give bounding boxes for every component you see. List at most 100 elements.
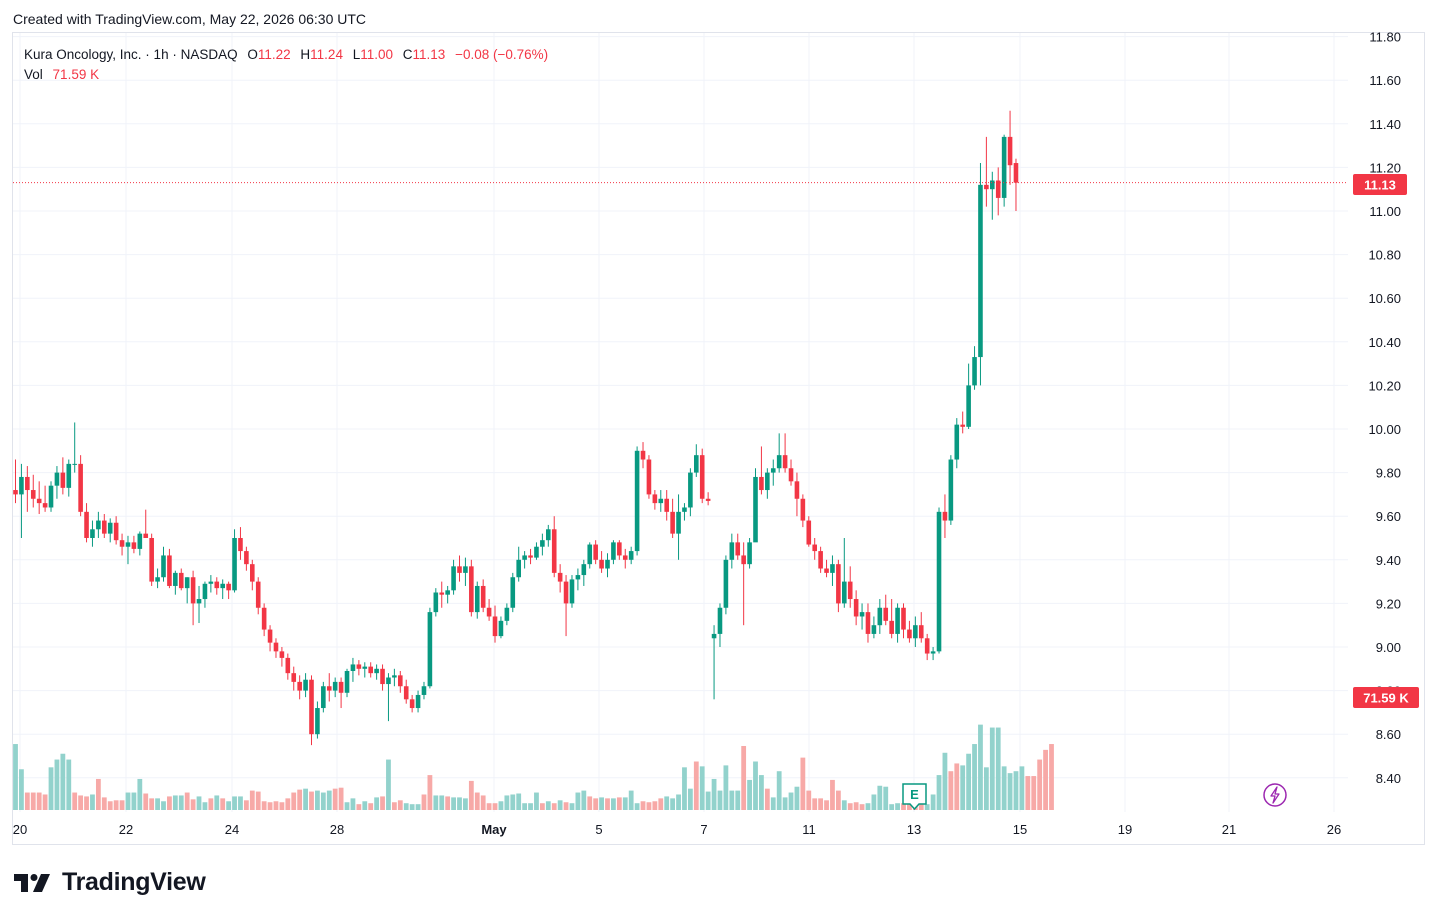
- candle-body: [741, 555, 746, 565]
- volume-bar: [285, 798, 291, 810]
- volume-bar: [155, 798, 160, 810]
- candle-body: [918, 625, 924, 639]
- volume-bar: [776, 771, 782, 810]
- volume-bar: [326, 790, 332, 810]
- volume-bar: [818, 798, 824, 810]
- price-axis: 8.408.608.809.009.209.409.609.8010.0010.…: [1368, 30, 1401, 786]
- high-label: H: [300, 47, 311, 62]
- candle-body: [321, 686, 326, 709]
- volume-bar: [1001, 766, 1007, 810]
- volume-bar: [735, 790, 741, 810]
- volume-bar: [652, 801, 658, 810]
- grid: [13, 33, 1348, 812]
- candle-body: [824, 568, 829, 573]
- y-tick-label: 11.60: [1369, 73, 1401, 88]
- candle-body: [658, 498, 664, 504]
- candle-body: [261, 607, 267, 630]
- volume-bar: [924, 804, 930, 810]
- candle-body: [474, 585, 480, 613]
- candle-body: [978, 184, 983, 358]
- volume-bar: [190, 799, 196, 810]
- volume-bar: [474, 792, 480, 810]
- candle-body: [990, 180, 995, 190]
- candle-body: [622, 555, 628, 560]
- volume-bar: [859, 804, 865, 810]
- candle-body: [759, 476, 764, 491]
- y-tick-label: 10.60: [1368, 291, 1401, 306]
- candle-body: [942, 511, 948, 521]
- candle-body: [504, 607, 510, 621]
- candle-body: [202, 583, 208, 600]
- volume-bars: [13, 724, 1054, 810]
- volume-bar: [895, 803, 900, 810]
- volume-bar: [439, 795, 445, 810]
- candle-body: [463, 566, 468, 573]
- lightning-icon[interactable]: [1263, 783, 1287, 807]
- candle-body: [723, 559, 729, 608]
- volume-bar: [1013, 771, 1019, 810]
- volume-bar: [60, 753, 66, 810]
- candle-body: [883, 607, 889, 621]
- candle-body: [528, 555, 533, 558]
- volume-bar: [806, 790, 812, 810]
- volume-bar: [332, 788, 338, 810]
- volume-bar: [291, 792, 297, 810]
- y-tick-label: 8.60: [1376, 727, 1401, 742]
- volume-bar: [415, 804, 421, 810]
- volume-bar: [13, 744, 18, 810]
- y-tick-label: 8.40: [1376, 771, 1401, 786]
- tradingview-logo-text: TradingView: [62, 868, 206, 896]
- candle-body: [131, 542, 137, 549]
- volume-bar: [374, 797, 380, 810]
- candle-body: [954, 424, 960, 460]
- open-value: 11.22: [257, 47, 291, 62]
- volume-bar: [753, 761, 758, 810]
- candle-body: [995, 180, 1001, 198]
- candle-body: [315, 708, 320, 735]
- x-tick-label: 22: [119, 822, 133, 837]
- candle-body: [664, 498, 669, 512]
- chart-legend: Kura Oncology, Inc. · 1h · NASDAQ O11.22…: [24, 45, 548, 85]
- tradingview-logo[interactable]: TradingView: [14, 868, 206, 897]
- x-tick-label: 7: [700, 822, 707, 837]
- volume-bar: [113, 800, 119, 810]
- candle-body: [421, 686, 427, 695]
- candle-body: [54, 472, 60, 486]
- volume-bar: [1037, 759, 1043, 810]
- high-value: 11.24: [310, 47, 343, 62]
- candle-body: [847, 581, 853, 600]
- candle-body: [599, 559, 604, 569]
- volume-bar: [611, 798, 616, 810]
- candle-body: [800, 498, 806, 521]
- volume-badge: 71.59 K: [1353, 687, 1419, 708]
- volume-bar: [451, 797, 456, 810]
- volume-bar: [664, 796, 670, 810]
- volume-bar: [167, 796, 172, 810]
- candle-body: [972, 357, 977, 386]
- candle-body: [113, 522, 119, 541]
- y-tick-label: 11.20: [1369, 160, 1401, 175]
- y-tick-label: 10.20: [1368, 378, 1401, 393]
- price-badge: 11.13: [1353, 174, 1407, 195]
- volume-bar: [504, 795, 510, 810]
- volume-bar: [226, 801, 232, 810]
- volume-bar: [989, 727, 995, 810]
- volume-bar: [883, 786, 889, 810]
- x-tick-label: 19: [1118, 822, 1132, 837]
- volume-bar: [125, 792, 131, 810]
- tradingview-logo-icon: [14, 873, 50, 892]
- volume-bar: [54, 759, 60, 810]
- candle-body: [451, 566, 456, 591]
- candle-body: [859, 612, 865, 617]
- candle-body: [830, 564, 835, 573]
- candle-body: [415, 694, 421, 709]
- y-tick-label: 9.40: [1376, 553, 1401, 568]
- candle-body: [380, 668, 385, 685]
- volume-bar: [303, 788, 308, 810]
- volume-bar: [101, 797, 107, 810]
- candle-body: [486, 607, 492, 617]
- earnings-marker-label: E: [910, 787, 919, 802]
- earnings-marker[interactable]: E: [902, 783, 927, 811]
- volume-bar: [640, 801, 646, 810]
